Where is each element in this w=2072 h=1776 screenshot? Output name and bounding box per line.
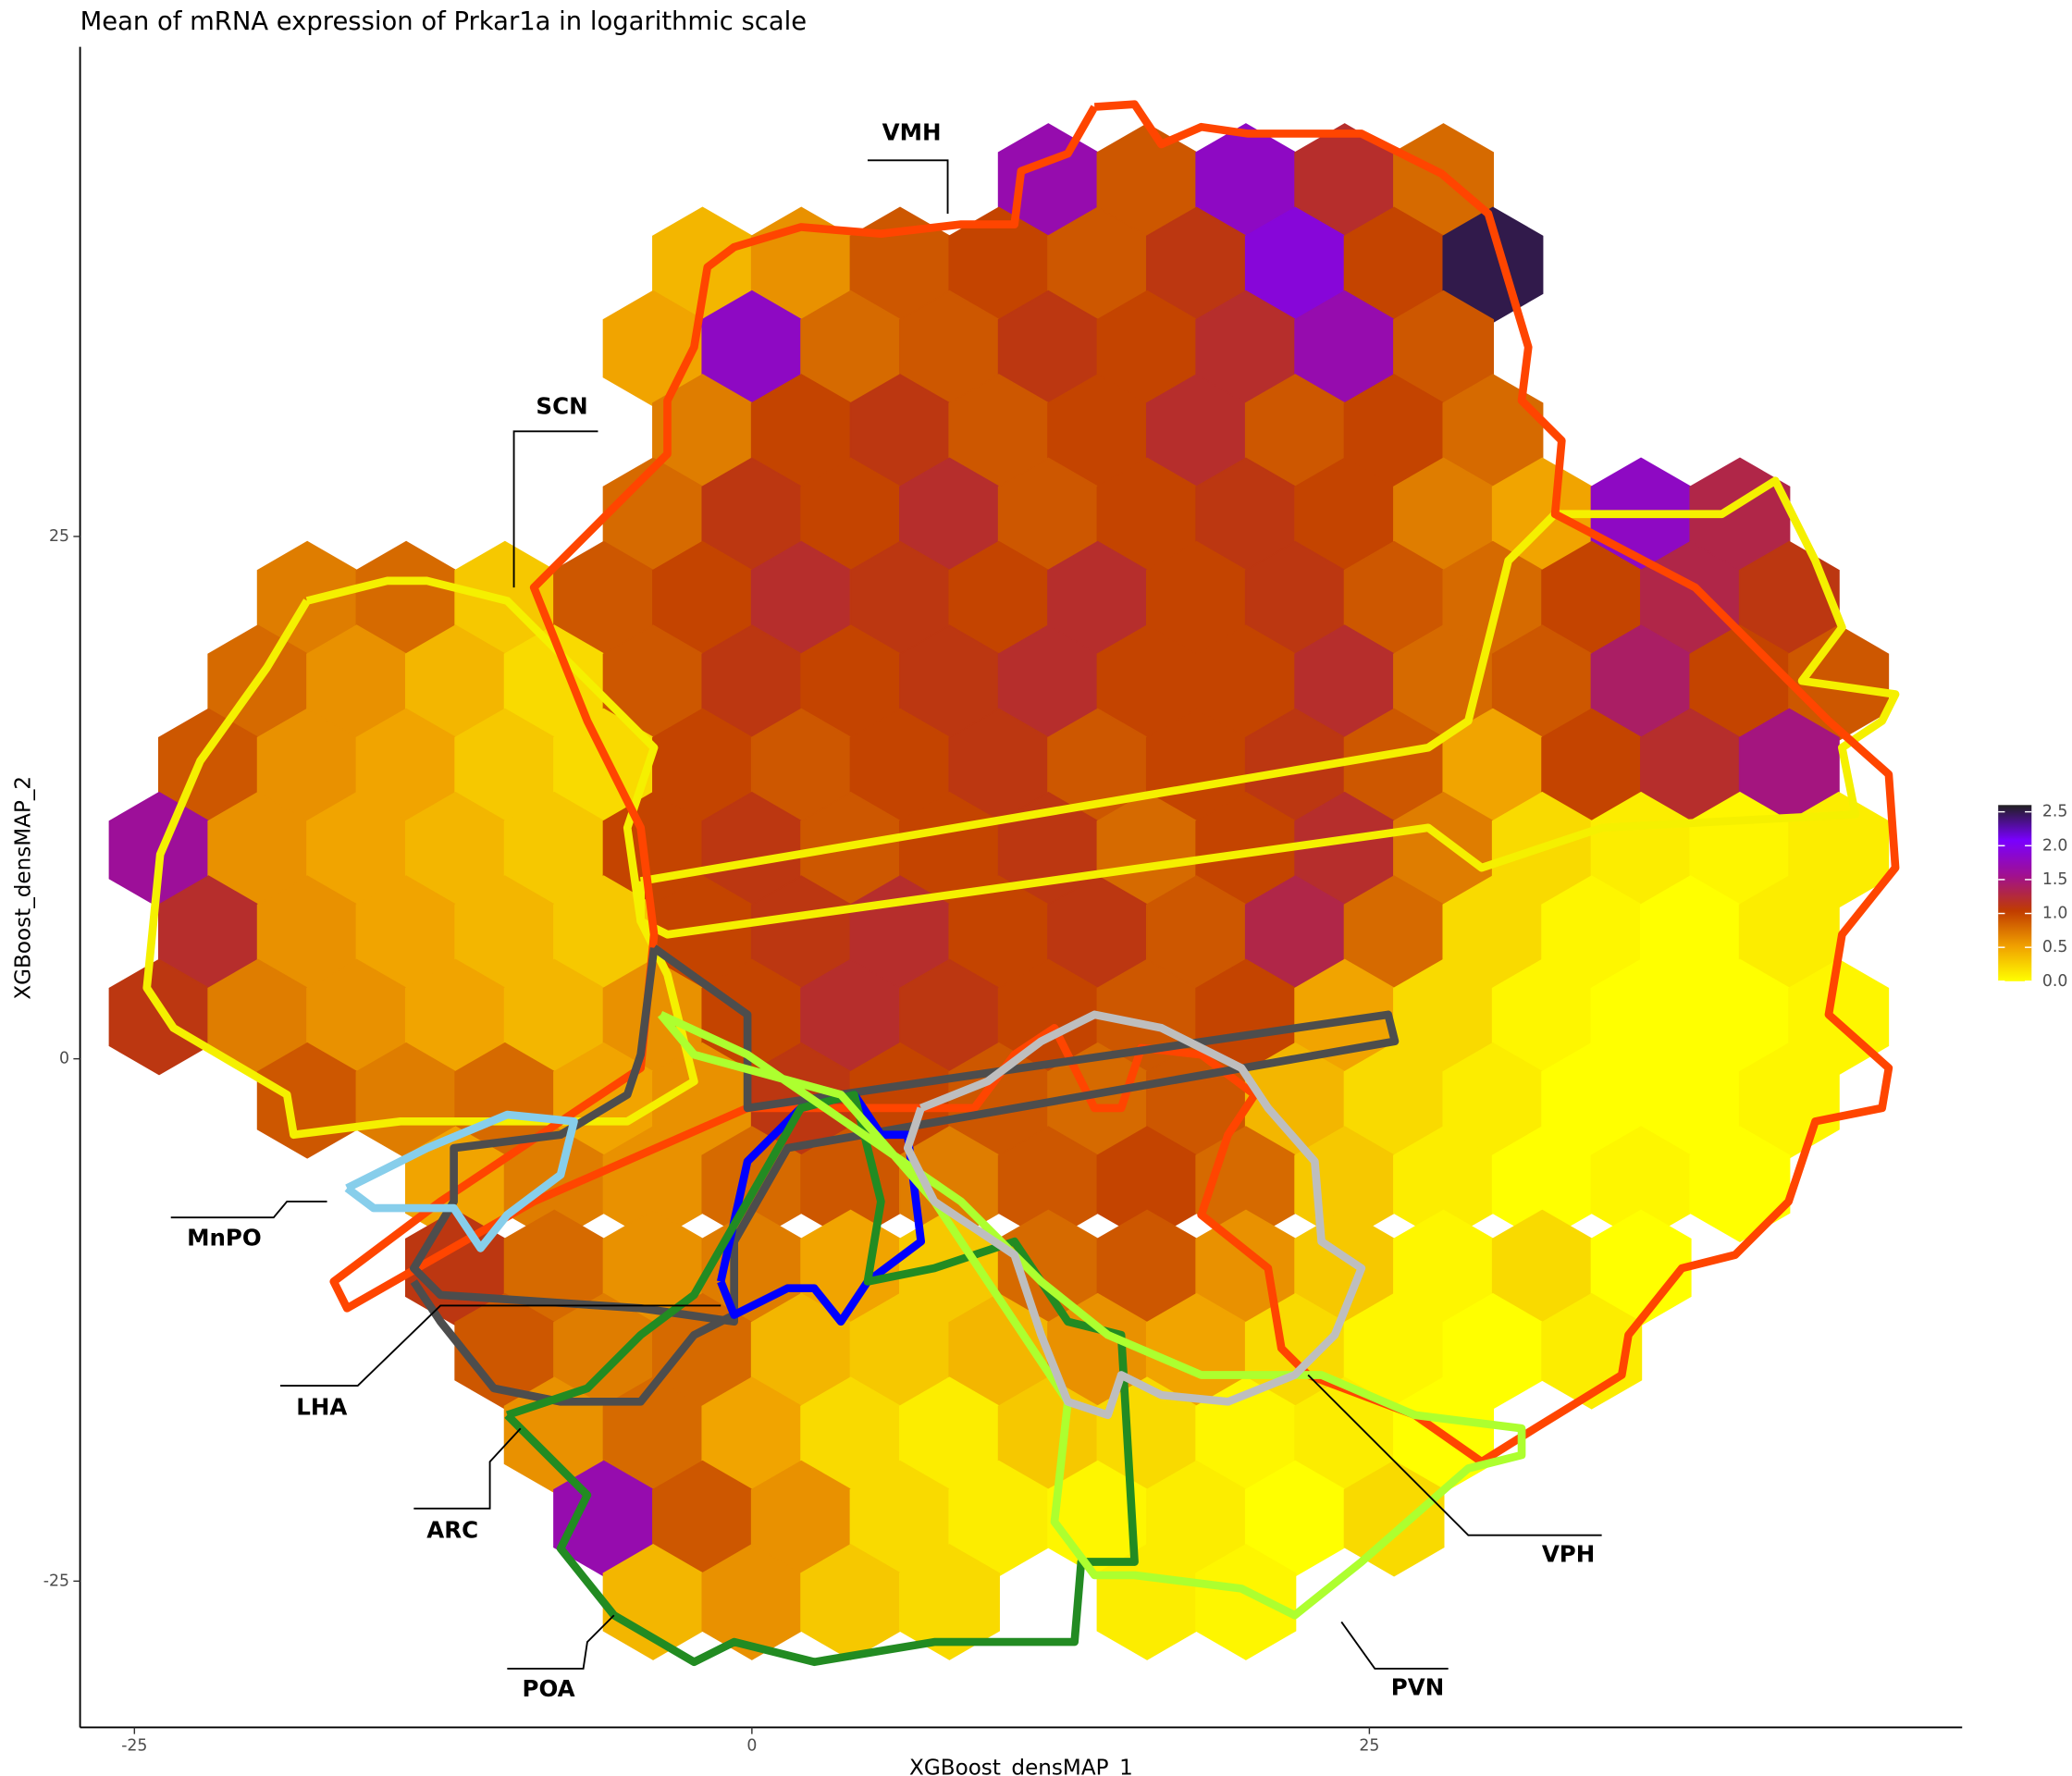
leader-line xyxy=(1307,1374,1602,1536)
region-label: VMH xyxy=(882,118,942,145)
region-label: ARC xyxy=(426,1516,478,1543)
colorbar-tick-label: 1.5 xyxy=(2042,870,2068,889)
hex-cell xyxy=(899,1544,1000,1660)
hex-cell xyxy=(1195,1544,1297,1660)
label-leaders xyxy=(170,159,1602,1670)
colorbar-tick-label: 2.0 xyxy=(2042,836,2068,855)
region-label: LHA xyxy=(296,1394,347,1421)
colorbar-tick-label: 0.5 xyxy=(2042,938,2068,956)
x-tick-label: 0 xyxy=(746,1737,757,1756)
leader-line xyxy=(507,1614,615,1670)
outline-mnpo xyxy=(344,1110,578,1252)
leader-line xyxy=(170,1200,327,1219)
outline-lha xyxy=(410,944,1400,1326)
colorbar-tick-label: 1.0 xyxy=(2042,905,2068,923)
x-tick-label: -25 xyxy=(121,1737,147,1756)
region-label: SCN xyxy=(536,392,587,419)
outline-poa xyxy=(504,1091,1139,1667)
leader-line xyxy=(867,159,949,215)
x-axis-title: XGBoost_densMAP_1 xyxy=(909,1757,1133,1776)
leader-line xyxy=(512,430,598,588)
outline-vph xyxy=(903,1010,1366,1420)
leader-line xyxy=(280,1304,722,1387)
y-tick-label: 25 xyxy=(49,527,69,546)
region-outlines xyxy=(142,100,1900,1667)
region-label: PVN xyxy=(1391,1674,1444,1701)
colorbar xyxy=(1998,805,2032,981)
hex-cell xyxy=(1689,1126,1791,1243)
outline-main xyxy=(329,100,1900,1466)
region-label: MnPO xyxy=(187,1224,262,1251)
y-tick-label: 0 xyxy=(59,1050,69,1068)
outline-pvn xyxy=(657,1010,1526,1620)
colorbar-tick-label: 2.5 xyxy=(2042,803,2068,821)
chart-title: Mean of mRNA expression of Prkar1a in lo… xyxy=(80,7,808,36)
region-label: POA xyxy=(523,1675,575,1702)
outline-left xyxy=(142,576,698,1140)
x-tick-label: 25 xyxy=(1359,1737,1379,1756)
outline-lha-lower xyxy=(410,1279,736,1406)
leader-line xyxy=(1340,1621,1449,1670)
outline-band xyxy=(636,476,1900,939)
colorbar-tick-label: 0.0 xyxy=(2042,972,2068,991)
y-axis-title: XGBoost_densMAP_2 xyxy=(11,776,35,1000)
y-tick-label: -25 xyxy=(43,1572,69,1590)
region-label: VPH xyxy=(1542,1540,1595,1567)
leader-line xyxy=(413,1427,522,1510)
